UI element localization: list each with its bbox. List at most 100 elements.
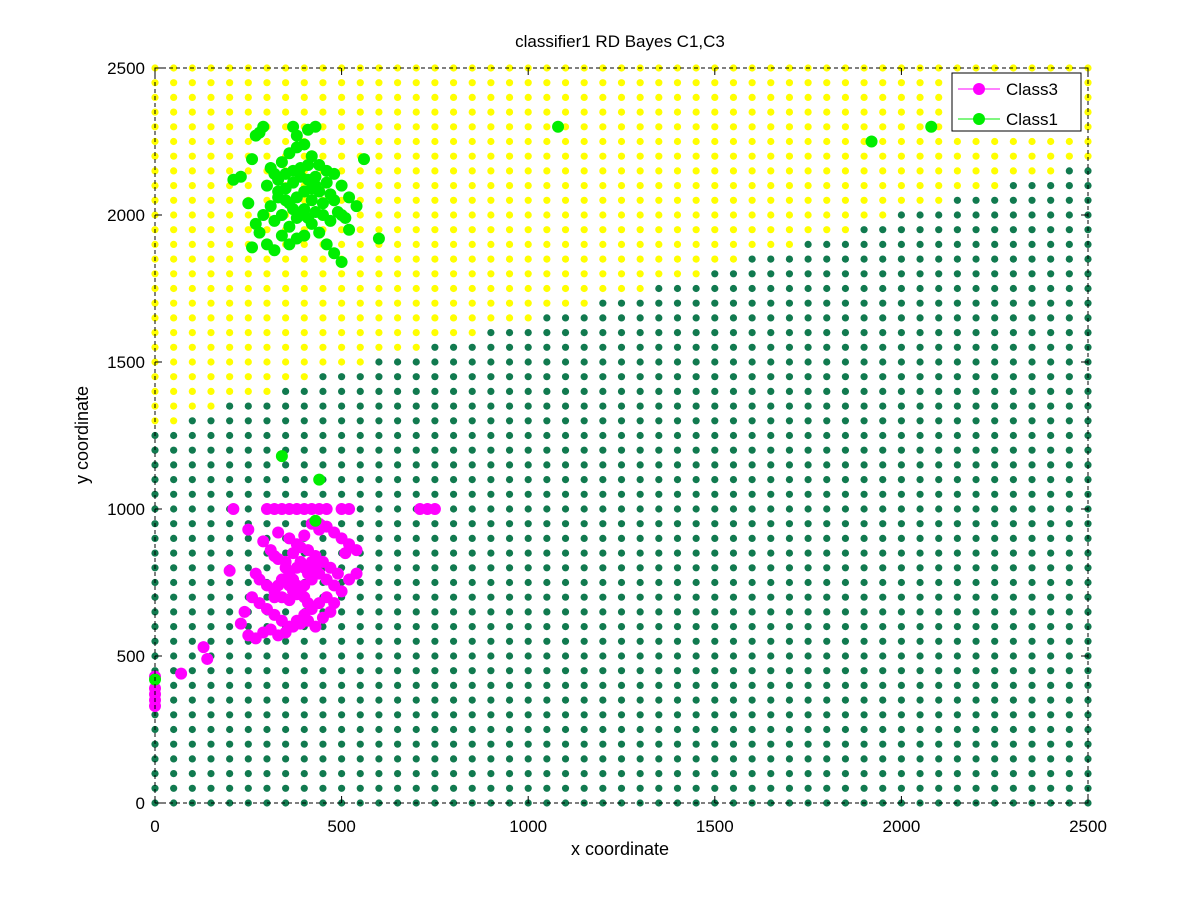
region-grid-point	[897, 623, 906, 631]
region-grid-point	[841, 329, 850, 337]
region-grid-point	[505, 667, 514, 675]
region-grid-point	[729, 725, 738, 734]
plot-frame	[154, 67, 1089, 804]
region-grid-point	[767, 784, 775, 792]
region-grid-point	[282, 799, 290, 807]
region-grid-point	[468, 182, 476, 190]
y-tick-label: 2000	[107, 206, 145, 225]
region-grid-point	[188, 255, 196, 263]
region-grid-point	[767, 505, 775, 513]
region-grid-point	[823, 226, 831, 234]
region-grid-point	[767, 211, 775, 219]
region-grid-point	[804, 681, 812, 690]
region-grid-point	[505, 564, 514, 572]
region-grid-point	[1047, 373, 1055, 381]
region-grid-point	[524, 696, 532, 704]
region-grid-point	[692, 446, 700, 454]
region-grid-point	[692, 255, 700, 263]
region-grid-point	[953, 431, 961, 440]
region-grid-point	[505, 623, 514, 631]
region-grid-point	[1009, 240, 1017, 248]
region-grid-point	[916, 299, 924, 307]
region-grid-point	[207, 740, 215, 748]
region-grid-point	[748, 93, 756, 101]
region-grid-point	[505, 270, 514, 278]
region-grid-point	[505, 182, 514, 190]
region-grid-point	[767, 167, 775, 175]
region-grid-point	[356, 226, 364, 234]
region-grid-point	[170, 182, 178, 190]
region-grid-point	[804, 652, 812, 660]
region-grid-point	[879, 461, 887, 469]
region-grid-point	[188, 520, 196, 528]
region-grid-point	[897, 755, 906, 763]
region-grid-point	[636, 79, 644, 87]
region-grid-point	[468, 108, 476, 116]
region-grid-point	[767, 123, 775, 131]
region-grid-point	[692, 461, 700, 469]
region-grid-point	[244, 549, 252, 557]
region-grid-point	[729, 711, 738, 719]
region-grid-point	[1065, 696, 1073, 704]
region-grid-point	[972, 226, 980, 234]
region-grid-point	[487, 343, 495, 351]
region-grid-point	[375, 167, 383, 175]
region-grid-point	[1047, 534, 1055, 543]
region-grid-point	[841, 505, 850, 513]
region-grid-point	[972, 211, 980, 219]
region-grid-point	[524, 637, 532, 645]
region-grid-point	[393, 637, 402, 645]
region-grid-point	[711, 476, 719, 484]
region-grid-point	[1047, 314, 1055, 322]
region-grid-point	[524, 270, 532, 278]
region-grid-point	[655, 770, 663, 778]
region-grid-point	[1047, 137, 1055, 146]
region-grid-point	[561, 108, 570, 116]
region-grid-point	[468, 681, 476, 690]
data-point-class1	[283, 220, 296, 233]
region-grid-point	[487, 431, 495, 440]
region-grid-point	[841, 608, 850, 616]
region-grid-point	[1065, 711, 1073, 719]
region-grid-point	[449, 431, 458, 440]
region-grid-point	[935, 461, 943, 469]
region-grid-point	[748, 182, 756, 190]
region-grid-point	[487, 696, 495, 704]
region-grid-point	[953, 314, 961, 322]
region-grid-point	[487, 667, 495, 675]
region-grid-point	[319, 755, 327, 763]
region-grid-point	[505, 314, 514, 322]
region-grid-point	[1028, 637, 1036, 645]
region-grid-point	[468, 534, 476, 543]
region-grid-point	[673, 182, 682, 190]
region-grid-point	[412, 564, 420, 572]
region-grid-point	[879, 549, 887, 557]
region-grid-point	[188, 549, 196, 557]
y-tick-label: 2500	[107, 59, 145, 78]
data-point-class1	[275, 156, 288, 169]
legend: Class3 Class1	[951, 72, 1082, 132]
region-grid-point	[226, 549, 234, 557]
region-grid-point	[468, 402, 476, 410]
region-grid-point	[1065, 681, 1073, 690]
region-grid-point	[487, 79, 495, 87]
region-grid-point	[879, 108, 887, 116]
region-grid-point	[412, 79, 420, 87]
region-grid-point	[748, 667, 756, 675]
region-grid-point	[412, 711, 420, 719]
region-grid-point	[524, 226, 532, 234]
region-grid-point	[897, 431, 906, 440]
region-grid-point	[823, 211, 831, 219]
region-grid-point	[561, 387, 570, 395]
region-grid-point	[375, 137, 383, 146]
region-grid-point	[1084, 402, 1092, 410]
region-grid-point	[935, 534, 943, 543]
region-grid-point	[580, 255, 588, 263]
region-grid-point	[207, 593, 215, 601]
region-grid-point	[1047, 299, 1055, 307]
region-grid-point	[935, 490, 943, 498]
region-grid-point	[972, 402, 980, 410]
x-axis-label: x coordinate	[571, 839, 669, 859]
region-grid-point	[935, 329, 943, 337]
region-grid-point	[226, 240, 234, 248]
